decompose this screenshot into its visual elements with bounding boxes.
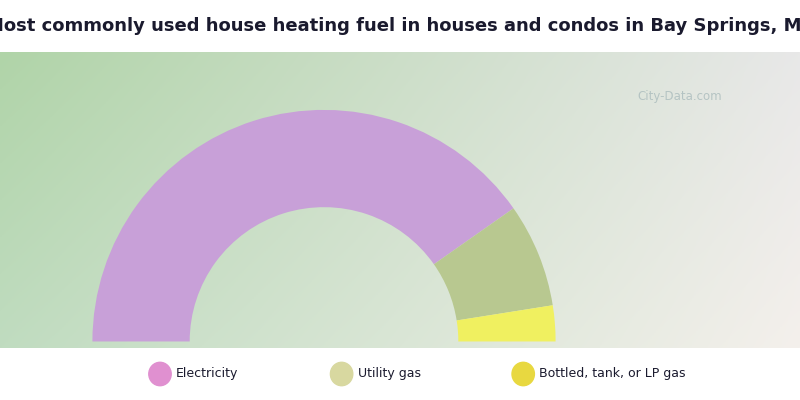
Wedge shape bbox=[434, 208, 553, 320]
Wedge shape bbox=[457, 305, 555, 342]
Text: Bottled, tank, or LP gas: Bottled, tank, or LP gas bbox=[539, 368, 686, 380]
Text: Most commonly used house heating fuel in houses and condos in Bay Springs, MS: Most commonly used house heating fuel in… bbox=[0, 17, 800, 35]
Text: City-Data.com: City-Data.com bbox=[638, 90, 722, 103]
Text: Electricity: Electricity bbox=[176, 368, 238, 380]
Text: Utility gas: Utility gas bbox=[358, 368, 421, 380]
Wedge shape bbox=[93, 110, 514, 342]
Ellipse shape bbox=[512, 362, 534, 386]
Ellipse shape bbox=[149, 362, 171, 386]
Ellipse shape bbox=[330, 362, 353, 386]
